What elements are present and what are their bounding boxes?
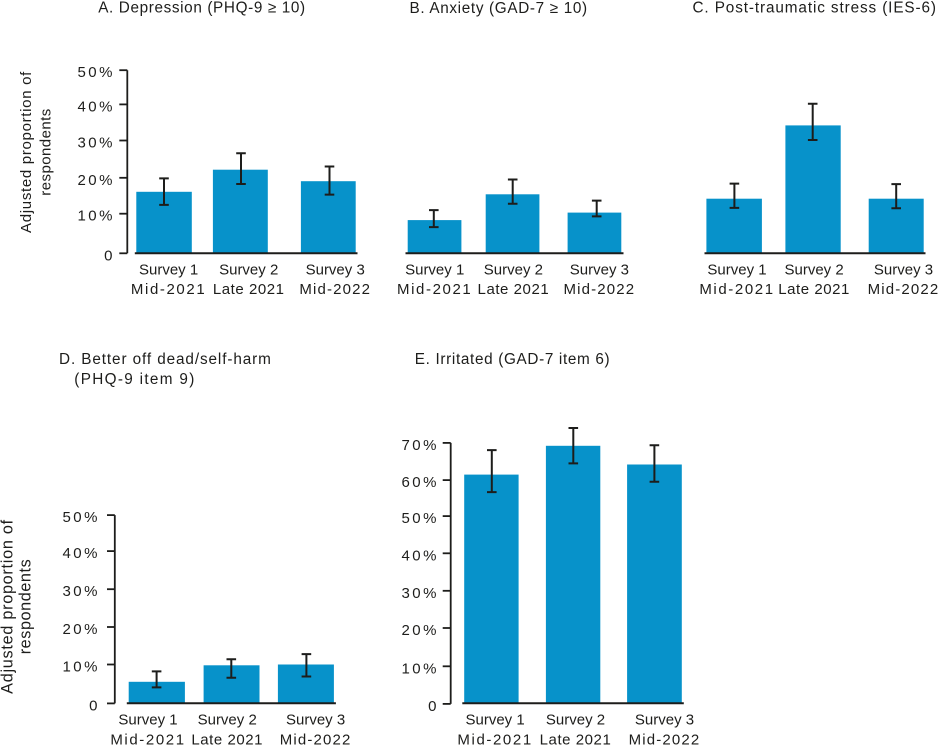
svg-text:10%: 10% [62, 659, 100, 676]
svg-text:Mid-2022: Mid-2022 [564, 281, 636, 298]
svg-text:Survey 3: Survey 3 [570, 261, 629, 278]
svg-text:30%: 30% [77, 135, 115, 152]
svg-text:A. Depression (PHQ-9 ≥ 10): A. Depression (PHQ-9 ≥ 10) [98, 0, 306, 17]
svg-text:50%: 50% [62, 509, 100, 526]
svg-text:50%: 50% [401, 510, 439, 527]
svg-text:Mid-2021: Mid-2021 [110, 731, 185, 746]
svg-text:50%: 50% [77, 64, 115, 81]
svg-text:B. Anxiety (GAD-7 ≥ 10): B. Anxiety (GAD-7 ≥ 10) [410, 0, 588, 17]
svg-text:Mid-2021: Mid-2021 [131, 281, 206, 298]
svg-text:Survey 1: Survey 1 [405, 261, 464, 278]
svg-text:Survey 2: Survey 2 [198, 711, 257, 728]
svg-text:30%: 30% [401, 585, 439, 602]
svg-text:(PHQ-9 item 9): (PHQ-9 item 9) [74, 371, 195, 388]
svg-text:C. Post-traumatic stress (IES-: C. Post-traumatic stress (IES-6) [693, 0, 937, 17]
svg-text:40%: 40% [401, 547, 439, 564]
svg-text:Mid-2021: Mid-2021 [457, 731, 532, 746]
svg-text:Survey 3: Survey 3 [286, 711, 345, 728]
svg-text:10%: 10% [77, 208, 115, 225]
svg-text:0: 0 [104, 247, 112, 264]
svg-text:Survey 1: Survey 1 [707, 261, 766, 278]
svg-text:Adjusted proportion ofresponde: Adjusted proportion ofrespondents [0, 519, 35, 694]
svg-text:Survey 2: Survey 2 [784, 261, 843, 278]
svg-text:Adjusted proportion ofresponde: Adjusted proportion ofrespondents [18, 71, 55, 233]
svg-text:0: 0 [89, 697, 97, 714]
svg-text:Mid-2021: Mid-2021 [699, 281, 774, 298]
svg-text:Survey 1: Survey 1 [465, 711, 524, 728]
svg-text:Late 2021: Late 2021 [213, 281, 285, 298]
svg-text:Mid-2022: Mid-2022 [868, 281, 938, 298]
svg-text:Mid-2022: Mid-2022 [299, 281, 371, 298]
svg-text:Mid-2022: Mid-2022 [280, 731, 352, 746]
svg-text:20%: 20% [401, 622, 439, 639]
svg-text:Survey 2: Survey 2 [484, 261, 543, 278]
svg-text:Survey 2: Survey 2 [546, 711, 605, 728]
svg-text:E. Irritated (GAD-7 item 6): E. Irritated (GAD-7 item 6) [415, 351, 610, 368]
svg-text:Late 2021: Late 2021 [478, 281, 550, 298]
svg-text:0: 0 [428, 698, 436, 715]
svg-text:Survey 3: Survey 3 [306, 261, 365, 278]
svg-text:Survey 2: Survey 2 [219, 261, 278, 278]
svg-text:Survey 1: Survey 1 [118, 711, 177, 728]
svg-text:20%: 20% [77, 172, 115, 189]
svg-text:Late 2021: Late 2021 [778, 281, 850, 298]
svg-text:Mid-2021: Mid-2021 [397, 281, 472, 298]
svg-text:Mid-2022: Mid-2022 [629, 731, 701, 746]
svg-text:30%: 30% [62, 583, 100, 600]
svg-text:Late 2021: Late 2021 [191, 731, 263, 746]
svg-text:40%: 40% [62, 545, 100, 562]
svg-text:Survey 1: Survey 1 [139, 261, 198, 278]
svg-text:70%: 70% [401, 437, 439, 454]
svg-text:40%: 40% [77, 98, 115, 115]
svg-text:Survey 3: Survey 3 [635, 711, 694, 728]
svg-text:10%: 10% [401, 660, 439, 677]
svg-text:Late 2021: Late 2021 [540, 731, 612, 746]
svg-text:60%: 60% [401, 474, 439, 491]
svg-text:Survey 3: Survey 3 [874, 261, 933, 278]
svg-text:20%: 20% [62, 621, 100, 638]
svg-text:D. Better off dead/self-harm: D. Better off dead/self-harm [59, 351, 272, 368]
